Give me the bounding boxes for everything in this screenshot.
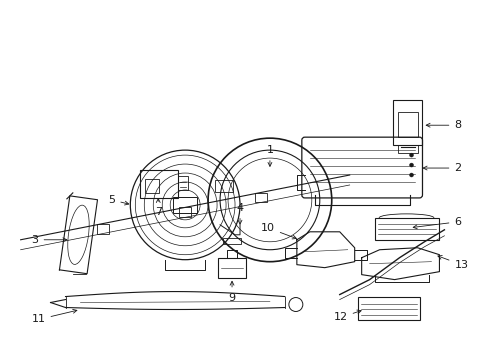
Bar bbox=[215, 180, 233, 192]
Text: 7: 7 bbox=[154, 199, 162, 217]
Bar bbox=[374, 218, 439, 240]
Text: 2: 2 bbox=[422, 163, 461, 173]
Text: 11: 11 bbox=[32, 309, 77, 324]
Bar bbox=[173, 197, 197, 213]
Text: 13: 13 bbox=[437, 256, 468, 270]
Bar bbox=[179, 207, 191, 217]
Circle shape bbox=[408, 163, 413, 167]
Text: 3: 3 bbox=[32, 235, 67, 245]
Circle shape bbox=[408, 153, 413, 157]
Bar bbox=[254, 193, 266, 202]
Bar bbox=[140, 170, 178, 198]
Text: 4: 4 bbox=[236, 203, 243, 224]
Bar bbox=[397, 145, 417, 153]
Text: 9: 9 bbox=[228, 281, 235, 302]
Bar bbox=[223, 238, 241, 244]
Text: 12: 12 bbox=[333, 310, 361, 323]
Text: 6: 6 bbox=[412, 217, 461, 229]
Bar bbox=[97, 224, 109, 234]
Bar bbox=[357, 297, 419, 320]
Bar bbox=[397, 112, 417, 137]
Text: 10: 10 bbox=[261, 223, 296, 239]
Bar bbox=[145, 179, 159, 193]
Bar bbox=[392, 100, 422, 145]
Circle shape bbox=[408, 173, 413, 177]
Text: 8: 8 bbox=[426, 120, 461, 130]
Bar bbox=[178, 176, 188, 190]
Bar bbox=[218, 258, 245, 278]
Text: 1: 1 bbox=[266, 145, 273, 166]
Text: 5: 5 bbox=[108, 195, 128, 205]
